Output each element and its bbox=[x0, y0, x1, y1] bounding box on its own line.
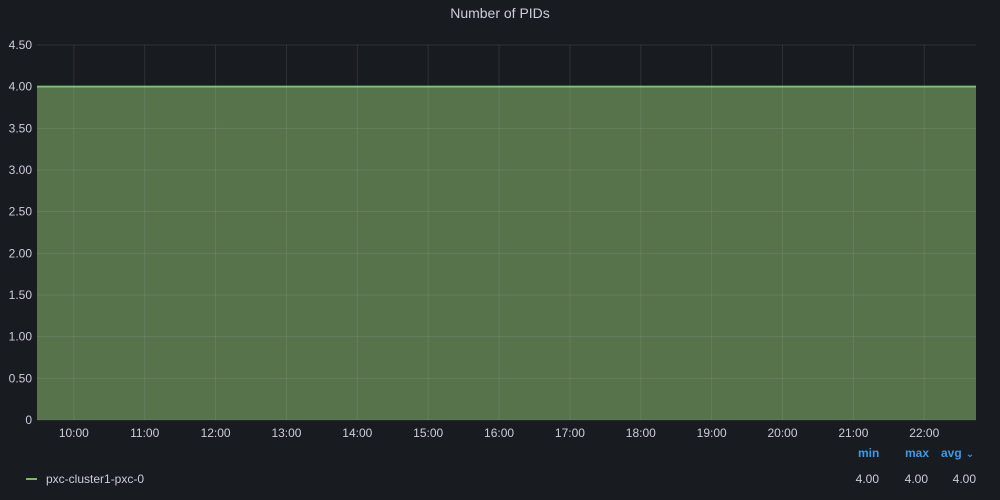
series-avg-value: 4.00 bbox=[952, 472, 976, 486]
legend-series-row[interactable]: pxc-cluster1-pxc-0 4.00 4.00 4.00 bbox=[0, 472, 1000, 488]
series-color-swatch bbox=[26, 478, 37, 480]
x-tick-label: 18:00 bbox=[626, 426, 656, 440]
y-tick-label: 2.00 bbox=[9, 246, 33, 260]
legend-header-min-label: min bbox=[858, 446, 880, 460]
chevron-down-icon: ⌄ bbox=[965, 449, 975, 460]
legend-header-avg-label: avg bbox=[941, 446, 962, 460]
panel-title: Number of PIDs bbox=[450, 5, 550, 21]
series-area-fill bbox=[37, 86, 976, 421]
y-tick-label: 3.00 bbox=[9, 163, 33, 177]
x-tick-label: 19:00 bbox=[697, 426, 727, 440]
y-tick-label: 4.50 bbox=[9, 38, 33, 52]
x-tick-label: 12:00 bbox=[201, 426, 231, 440]
x-tick-label: 11:00 bbox=[130, 426, 159, 440]
x-tick-label: 16:00 bbox=[484, 426, 514, 440]
y-tick-label: 1.00 bbox=[9, 330, 33, 344]
x-tick-label: 15:00 bbox=[413, 426, 443, 440]
legend-header-avg[interactable]: avg ⌄ bbox=[941, 446, 974, 460]
y-tick-label: 4.00 bbox=[9, 80, 33, 94]
x-tick-label: 20:00 bbox=[768, 426, 798, 440]
x-tick-label: 14:00 bbox=[342, 426, 372, 440]
x-tick-label: 21:00 bbox=[838, 426, 868, 440]
legend-header-min[interactable]: min bbox=[858, 446, 879, 460]
y-tick-label: 1.50 bbox=[9, 288, 33, 302]
x-tick-label: 10:00 bbox=[59, 426, 89, 440]
legend-header-max[interactable]: max bbox=[905, 446, 929, 460]
chart-area: 0 0.50 1.00 1.50 2.00 2.50 3.00 3.50 4.00 4.50 10:… bbox=[9, 38, 976, 440]
x-tick-label: 17:00 bbox=[555, 426, 585, 440]
y-tick-label: 2.50 bbox=[9, 205, 33, 219]
y-tick-label: 0.50 bbox=[9, 371, 33, 385]
x-tick-label: 13:00 bbox=[271, 426, 301, 440]
series-name: pxc-cluster1-pxc-0 bbox=[46, 472, 145, 486]
legend: min max avg ⌄ pxc-cluster1-pxc-0 4.00 4.0… bbox=[0, 446, 1000, 496]
series-min-value: 4.00 bbox=[855, 472, 879, 486]
legend-header-max-label: max bbox=[905, 446, 930, 460]
y-tick-label: 3.50 bbox=[9, 121, 33, 135]
y-tick-label: 0 bbox=[25, 413, 32, 427]
x-tick-label: 22:00 bbox=[909, 426, 939, 440]
series-max-value: 4.00 bbox=[904, 472, 928, 486]
